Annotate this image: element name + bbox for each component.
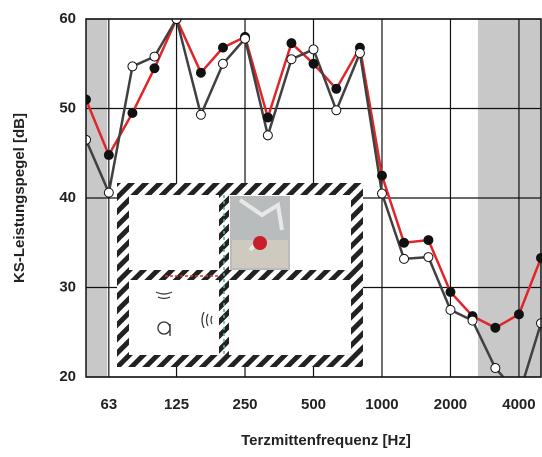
data-layer xyxy=(86,19,542,377)
data-point xyxy=(399,253,410,264)
data-point xyxy=(399,237,410,248)
y-tick-label: 30 xyxy=(59,278,76,295)
data-point xyxy=(423,235,434,246)
data-point xyxy=(127,107,138,118)
sound-waves xyxy=(201,311,213,329)
data-point xyxy=(171,19,182,24)
data-point xyxy=(376,170,387,181)
x-tick-label: 500 xyxy=(301,396,326,413)
x-tick-label: 125 xyxy=(164,396,189,413)
data-point xyxy=(240,33,251,44)
data-point xyxy=(490,363,501,374)
inset-photo-source xyxy=(253,236,267,250)
plot-frame xyxy=(85,18,542,378)
data-point xyxy=(286,54,297,65)
y-tick-label: 60 xyxy=(59,10,76,27)
data-point xyxy=(445,304,456,315)
y-tick-label: 50 xyxy=(59,99,76,116)
data-point xyxy=(423,252,434,263)
y-tick-label: 20 xyxy=(59,368,76,385)
x-tick-label: 250 xyxy=(233,396,258,413)
wall xyxy=(117,355,363,367)
data-point xyxy=(217,58,228,69)
data-point xyxy=(286,38,297,49)
data-point xyxy=(262,112,273,123)
x-tick-label: 4000 xyxy=(502,396,535,413)
data-point xyxy=(195,109,206,120)
wall xyxy=(117,270,363,280)
data-point xyxy=(103,150,114,161)
data-point xyxy=(467,315,478,326)
data-point xyxy=(86,134,91,145)
data-point xyxy=(149,51,160,62)
data-point xyxy=(513,309,524,320)
data-point xyxy=(217,42,228,53)
sound-waves xyxy=(155,291,173,300)
data-point xyxy=(490,322,501,333)
data-point xyxy=(331,83,342,94)
data-point xyxy=(354,48,365,59)
wall xyxy=(117,183,363,195)
data-point xyxy=(149,63,160,74)
axis-labels: KS-Leistungspegel [dB] Terzmittenfrequen… xyxy=(11,10,536,449)
data-point xyxy=(86,94,91,105)
data-point xyxy=(262,130,273,141)
y-axis-label: KS-Leistungspegel [dB] xyxy=(11,113,28,283)
data-point xyxy=(103,187,114,198)
x-tick-label: 2000 xyxy=(434,396,467,413)
data-point xyxy=(308,44,319,55)
inset-diagram xyxy=(117,183,363,367)
data-point xyxy=(331,105,342,116)
y-tick-label: 40 xyxy=(59,189,76,206)
data-point xyxy=(127,61,138,72)
x-tick-label: 1000 xyxy=(365,396,398,413)
data-point xyxy=(376,188,387,199)
data-point xyxy=(195,67,206,78)
x-tick-label: 63 xyxy=(100,396,117,413)
data-point xyxy=(445,286,456,297)
x-axis-label: Terzmittenfrequenz [Hz] xyxy=(241,432,411,449)
data-point xyxy=(308,58,319,69)
